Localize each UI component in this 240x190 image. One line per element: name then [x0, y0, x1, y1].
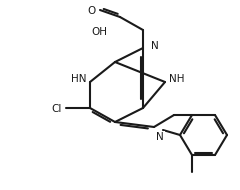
Text: O: O	[88, 6, 96, 16]
Text: N: N	[156, 132, 164, 142]
Text: NH: NH	[169, 74, 185, 84]
Text: HN: HN	[72, 74, 87, 84]
Text: OH: OH	[91, 27, 107, 37]
Text: Cl: Cl	[52, 104, 62, 114]
Text: N: N	[151, 41, 159, 51]
